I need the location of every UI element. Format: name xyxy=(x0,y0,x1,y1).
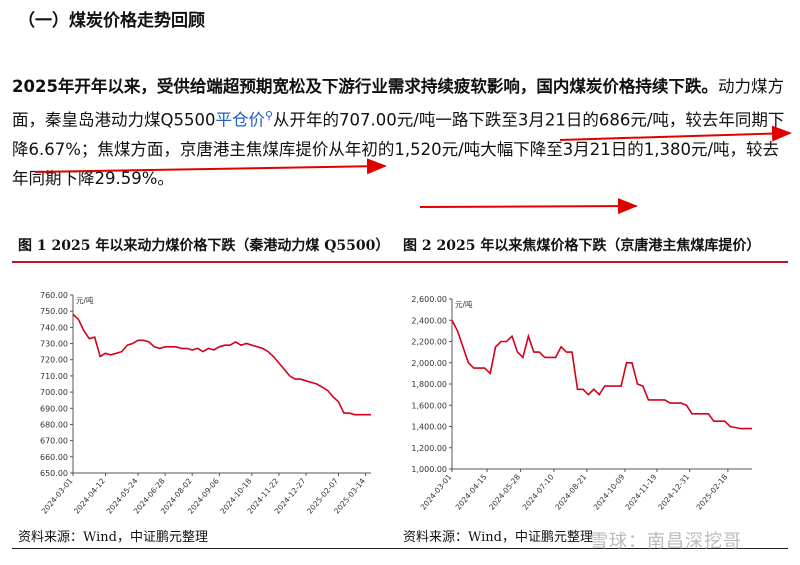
x-tick-label: 2024-03-01 xyxy=(40,476,75,515)
y-tick-label: 660.00 xyxy=(40,453,68,462)
price-series-line xyxy=(451,319,752,430)
summary-paragraph: 2025年开年以来，受供给端超预期宽松及下游行业需求持续疲软影响，国内煤炭价格持… xyxy=(12,72,792,193)
red-arrow-annotations xyxy=(34,125,792,215)
paragraph-text-1: 动力煤方面，秦皇岛港动力煤Q5500 xyxy=(12,77,784,130)
x-tick-label: 2024-05-28 xyxy=(487,472,522,511)
y-tick-label: 740.00 xyxy=(40,323,68,332)
figure-title-rule xyxy=(12,261,788,263)
red-arrow-annotation xyxy=(419,198,638,215)
x-tick-label: 2024-03-01 xyxy=(419,472,454,511)
y-tick-label: 750.00 xyxy=(40,307,68,316)
search-icon[interactable]: ⚲ xyxy=(264,109,274,122)
x-tick-label: 2024-08-21 xyxy=(553,472,588,511)
y-tick-label: 690.00 xyxy=(40,404,68,413)
x-tick-label: 2024-10-09 xyxy=(592,472,627,511)
x-tick-label: 2025-02-18 xyxy=(694,472,729,511)
y-tick-label: 700.00 xyxy=(40,388,68,397)
y-tick-label: 2,000.00 xyxy=(411,359,447,368)
y-tick-label: 1,400.00 xyxy=(411,423,447,432)
y-tick-label: 2,600.00 xyxy=(411,295,447,304)
y-tick-label: 1,600.00 xyxy=(411,401,447,410)
watermark-text: 雪球：南昌深挖哥 xyxy=(590,531,742,552)
y-tick-label: 760.00 xyxy=(40,291,68,300)
figure-1-title: 图 1 2025 年以来动力煤价格下跌（秦港动力煤 Q5500） xyxy=(18,238,390,254)
red-arrow-annotation xyxy=(34,158,387,175)
x-tick-label: 2024-04-12 xyxy=(72,476,107,515)
y-tick-label: 730.00 xyxy=(40,340,68,349)
y-tick-label: 1,000.00 xyxy=(411,465,447,474)
y-tick-label: 720.00 xyxy=(40,356,68,365)
y-tick-label: 2,400.00 xyxy=(411,316,447,325)
y-tick-label: 710.00 xyxy=(40,372,68,381)
price-term-link[interactable]: 平仓价 xyxy=(215,110,265,130)
y-tick-label: 670.00 xyxy=(40,437,68,446)
y-tick-label: 1,200.00 xyxy=(411,444,447,453)
bottom-rule xyxy=(12,548,788,549)
figure-1-source: 资料来源：Wind，中证鹏元整理 xyxy=(18,530,208,545)
paragraph-text-2: 从开年的707.00元/吨一路下跌至3月21日的686元/吨，较去年同期下降6.… xyxy=(12,110,785,188)
price-series-line xyxy=(72,313,371,416)
y-tick-label: 680.00 xyxy=(40,420,68,429)
red-arrow-annotation xyxy=(559,125,792,142)
x-tick-label: 2024-07-10 xyxy=(521,472,556,511)
y-tick-label: 2,200.00 xyxy=(411,338,447,347)
figure-2-title: 图 2 2025 年以来焦煤价格下跌（京唐港主焦煤库提价） xyxy=(403,238,761,254)
thermal-coal-price-chart: 760.00 750.00 740.00 730.00 720.00 710.00 700.… xyxy=(40,291,371,516)
x-tick-label: 2024-04-15 xyxy=(454,472,489,511)
y-unit-label: 元/吨 xyxy=(455,299,473,309)
x-tick-label: 2024-12-31 xyxy=(656,472,691,511)
coking-coal-price-chart: 2,600.00 2,400.00 2,200.00 2,000.00 1,800.00… xyxy=(411,295,752,512)
figure-2-source: 资料来源：Wind，中证鹏元整理 xyxy=(403,530,593,545)
y-tick-label: 650.00 xyxy=(40,469,68,478)
section-title: （一）煤炭价格走势回顾 xyxy=(18,11,205,31)
y-unit-label: 元/吨 xyxy=(76,295,94,305)
y-tick-label: 1,800.00 xyxy=(411,380,447,389)
paragraph-lead: 2025年开年以来，受供给端超预期宽松及下游行业需求持续疲软影响，国内煤炭价格持… xyxy=(12,77,718,96)
x-tick-label: 2024-11-19 xyxy=(624,472,659,511)
